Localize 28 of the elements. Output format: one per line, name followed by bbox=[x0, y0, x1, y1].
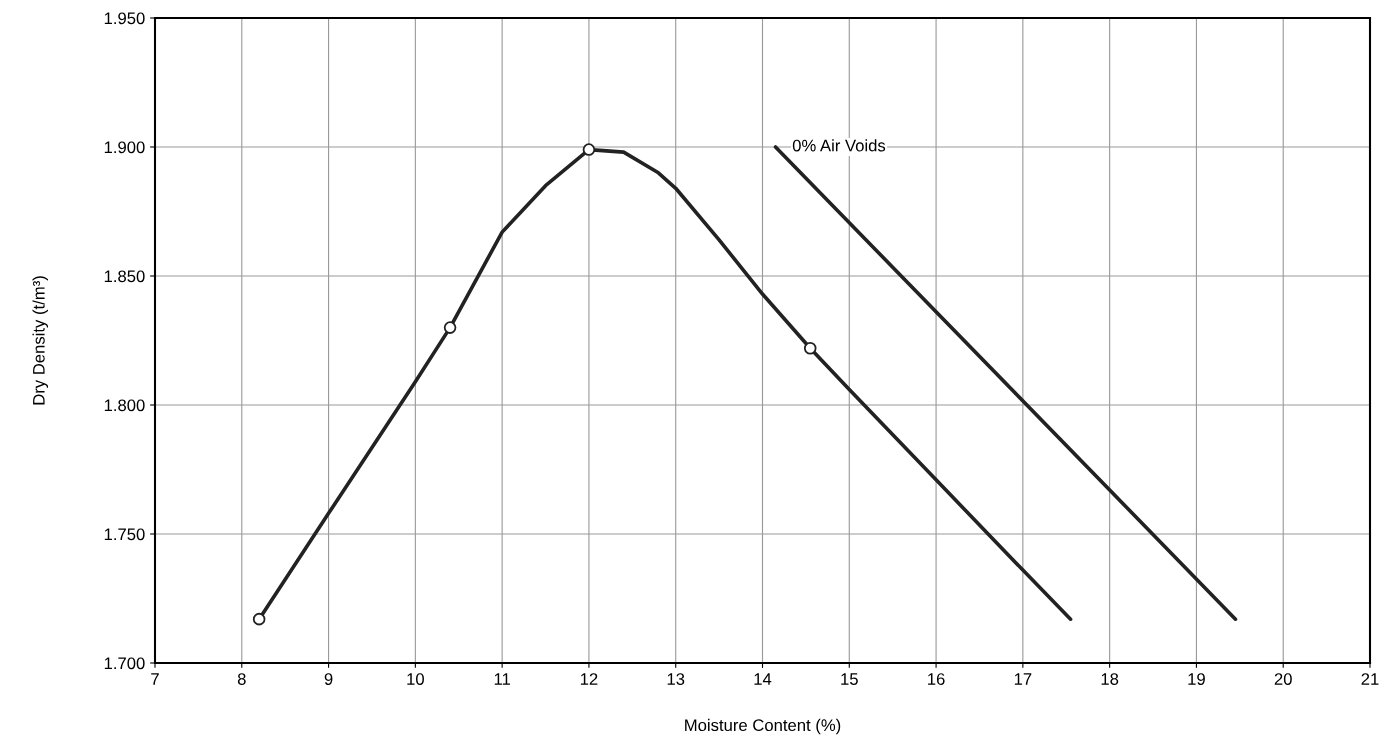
x-tick-label: 15 bbox=[841, 673, 858, 685]
x-tick-label: 21 bbox=[1361, 673, 1379, 685]
y-tick-label: 1.850 bbox=[104, 270, 145, 283]
x-tick-label: 19 bbox=[1188, 673, 1205, 685]
x-tick-label: 8 bbox=[237, 673, 246, 685]
x-tick-label: 17 bbox=[1014, 673, 1032, 685]
x-tick-label: 11 bbox=[494, 673, 510, 685]
x-tick-label: 16 bbox=[928, 673, 945, 685]
x-tick-label: 14 bbox=[754, 673, 772, 685]
x-axis-title: Moisture Content (%) bbox=[685, 718, 841, 735]
y-tick-label: 1.700 bbox=[104, 657, 145, 670]
x-tick-label: 12 bbox=[580, 673, 598, 685]
point bbox=[443, 321, 457, 334]
x-tick-label: 13 bbox=[667, 673, 685, 685]
x-tick-label: 7 bbox=[151, 673, 159, 685]
point bbox=[582, 143, 596, 156]
x-tick-label: 10 bbox=[407, 673, 424, 685]
annotation: 0% Air Voids bbox=[792, 139, 886, 152]
y-tick-label: 1.900 bbox=[104, 141, 145, 154]
point bbox=[803, 341, 817, 355]
y-tick-label: 1.800 bbox=[104, 399, 145, 412]
x-tick-label: 18 bbox=[1101, 673, 1119, 685]
y-tick-label: 1.750 bbox=[104, 528, 145, 541]
y-tick-label: 1.950 bbox=[104, 12, 145, 25]
x-tick-label: 20 bbox=[1274, 673, 1292, 685]
point bbox=[252, 612, 266, 626]
x-tick-label: 9 bbox=[324, 673, 333, 685]
y-axis-title: Dry Density (t/m³) bbox=[32, 276, 49, 405]
